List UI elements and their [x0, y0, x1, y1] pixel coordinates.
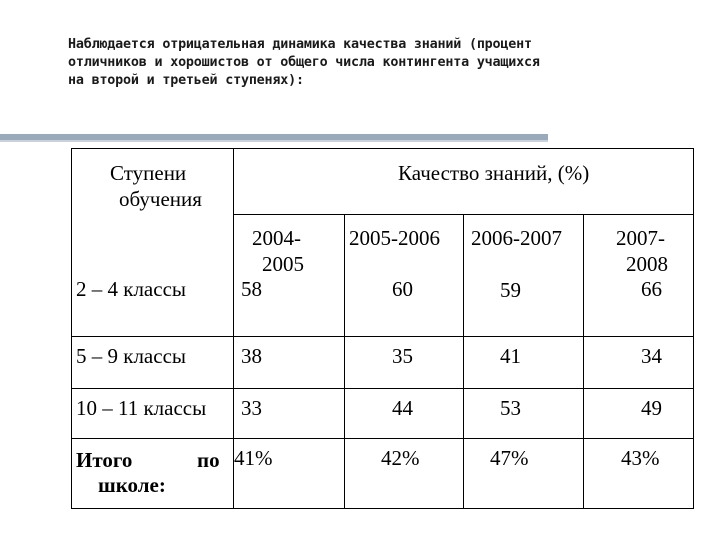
- row-label: 5 – 9 классы: [76, 344, 187, 368]
- total-value-cell: 43%: [583, 438, 694, 509]
- value-cell: 49: [583, 388, 694, 439]
- year-4-line-1: 2007-: [616, 226, 665, 250]
- value-cell: 44: [344, 388, 464, 439]
- value: 33: [241, 396, 262, 420]
- value-cell: 58: [233, 277, 345, 337]
- year-3: 2006-2007: [471, 226, 562, 250]
- table-row: 2 – 4 классы 58 60 59 66: [71, 277, 694, 337]
- total-label-word-1: Итого: [76, 448, 133, 472]
- stage-header-line-2: обучения: [119, 187, 202, 211]
- stage-header-line-1: Ступени: [110, 161, 187, 185]
- row-label-cell: 10 – 11 классы: [71, 388, 234, 439]
- value-cell: 60: [344, 277, 464, 337]
- year-cell: 2007- 2008: [583, 214, 694, 285]
- value: 44: [392, 396, 413, 420]
- row-label: 10 – 11 классы: [76, 396, 207, 420]
- value: 35: [392, 344, 413, 368]
- value-cell: 35: [344, 336, 464, 389]
- table-row: 5 – 9 классы 38 35 41 34: [71, 336, 694, 389]
- year-1-line-2: 2005: [262, 252, 304, 276]
- value-cell: 33: [233, 388, 345, 439]
- value-cell: 38: [233, 336, 345, 389]
- quality-header-cell: Качество знаний, (%): [233, 148, 694, 215]
- year-1-line-1: 2004-: [252, 226, 301, 250]
- total-label-word-3: школе:: [98, 473, 166, 497]
- value: 53: [500, 396, 521, 420]
- value: 38: [241, 344, 262, 368]
- slide-heading: Наблюдается отрицательная динамика качес…: [68, 36, 698, 90]
- value-cell: 53: [463, 388, 584, 439]
- value: 34: [641, 344, 662, 368]
- value-cell: 34: [583, 336, 694, 389]
- value-cell: 59: [463, 278, 584, 337]
- heading-line-2: отличников и хорошистов от общего числа …: [68, 55, 540, 70]
- total-value: 43%: [621, 446, 660, 470]
- year-2: 2005-2006: [349, 226, 440, 250]
- total-label-cell: Итого по школе:: [71, 438, 234, 509]
- value: 66: [641, 276, 662, 301]
- accent-divider: [0, 134, 548, 142]
- value: 59: [500, 277, 521, 302]
- row-label-cell: 2 – 4 классы: [71, 277, 234, 337]
- stage-header-cell: Ступени обучения: [71, 148, 234, 285]
- quality-header: Качество знаний, (%): [398, 161, 590, 185]
- value: 41: [500, 344, 521, 368]
- value: 58: [241, 276, 262, 301]
- total-value-cell: 42%: [344, 438, 464, 509]
- total-value: 42%: [381, 446, 420, 470]
- year-4-line-2: 2008: [626, 252, 668, 276]
- value: 60: [392, 276, 413, 301]
- value-cell: 66: [583, 277, 694, 337]
- total-value: 41%: [234, 446, 273, 470]
- value: 49: [641, 396, 662, 420]
- years-row: 2004- 2005 2005-2006 2006-2007 2007- 200…: [72, 214, 694, 285]
- year-cell: 2005-2006: [344, 214, 464, 285]
- table-row: 10 – 11 классы 33 44 53 49: [71, 388, 694, 439]
- total-value-cell: 47%: [463, 438, 584, 509]
- heading-line-1: Наблюдается отрицательная динамика качес…: [68, 37, 532, 52]
- year-cell: 2006-2007: [463, 214, 584, 285]
- row-label: 2 – 4 классы: [76, 276, 187, 301]
- knowledge-quality-table: Ступени обучения Качество знаний, (%) 20…: [71, 148, 694, 509]
- heading-line-3: на второй и третьей ступенях):: [68, 73, 304, 88]
- total-value-cell: 41%: [233, 438, 345, 509]
- row-label-cell: 5 – 9 классы: [71, 336, 234, 389]
- value-cell: 41: [463, 336, 584, 389]
- total-value: 47%: [490, 446, 529, 470]
- year-cell: 2004- 2005: [233, 214, 345, 285]
- total-label-word-2: по: [197, 448, 220, 472]
- table-header-row: Ступени обучения Качество знаний, (%): [71, 148, 694, 285]
- total-row: Итого по школе: 41% 42% 47% 43%: [71, 438, 694, 509]
